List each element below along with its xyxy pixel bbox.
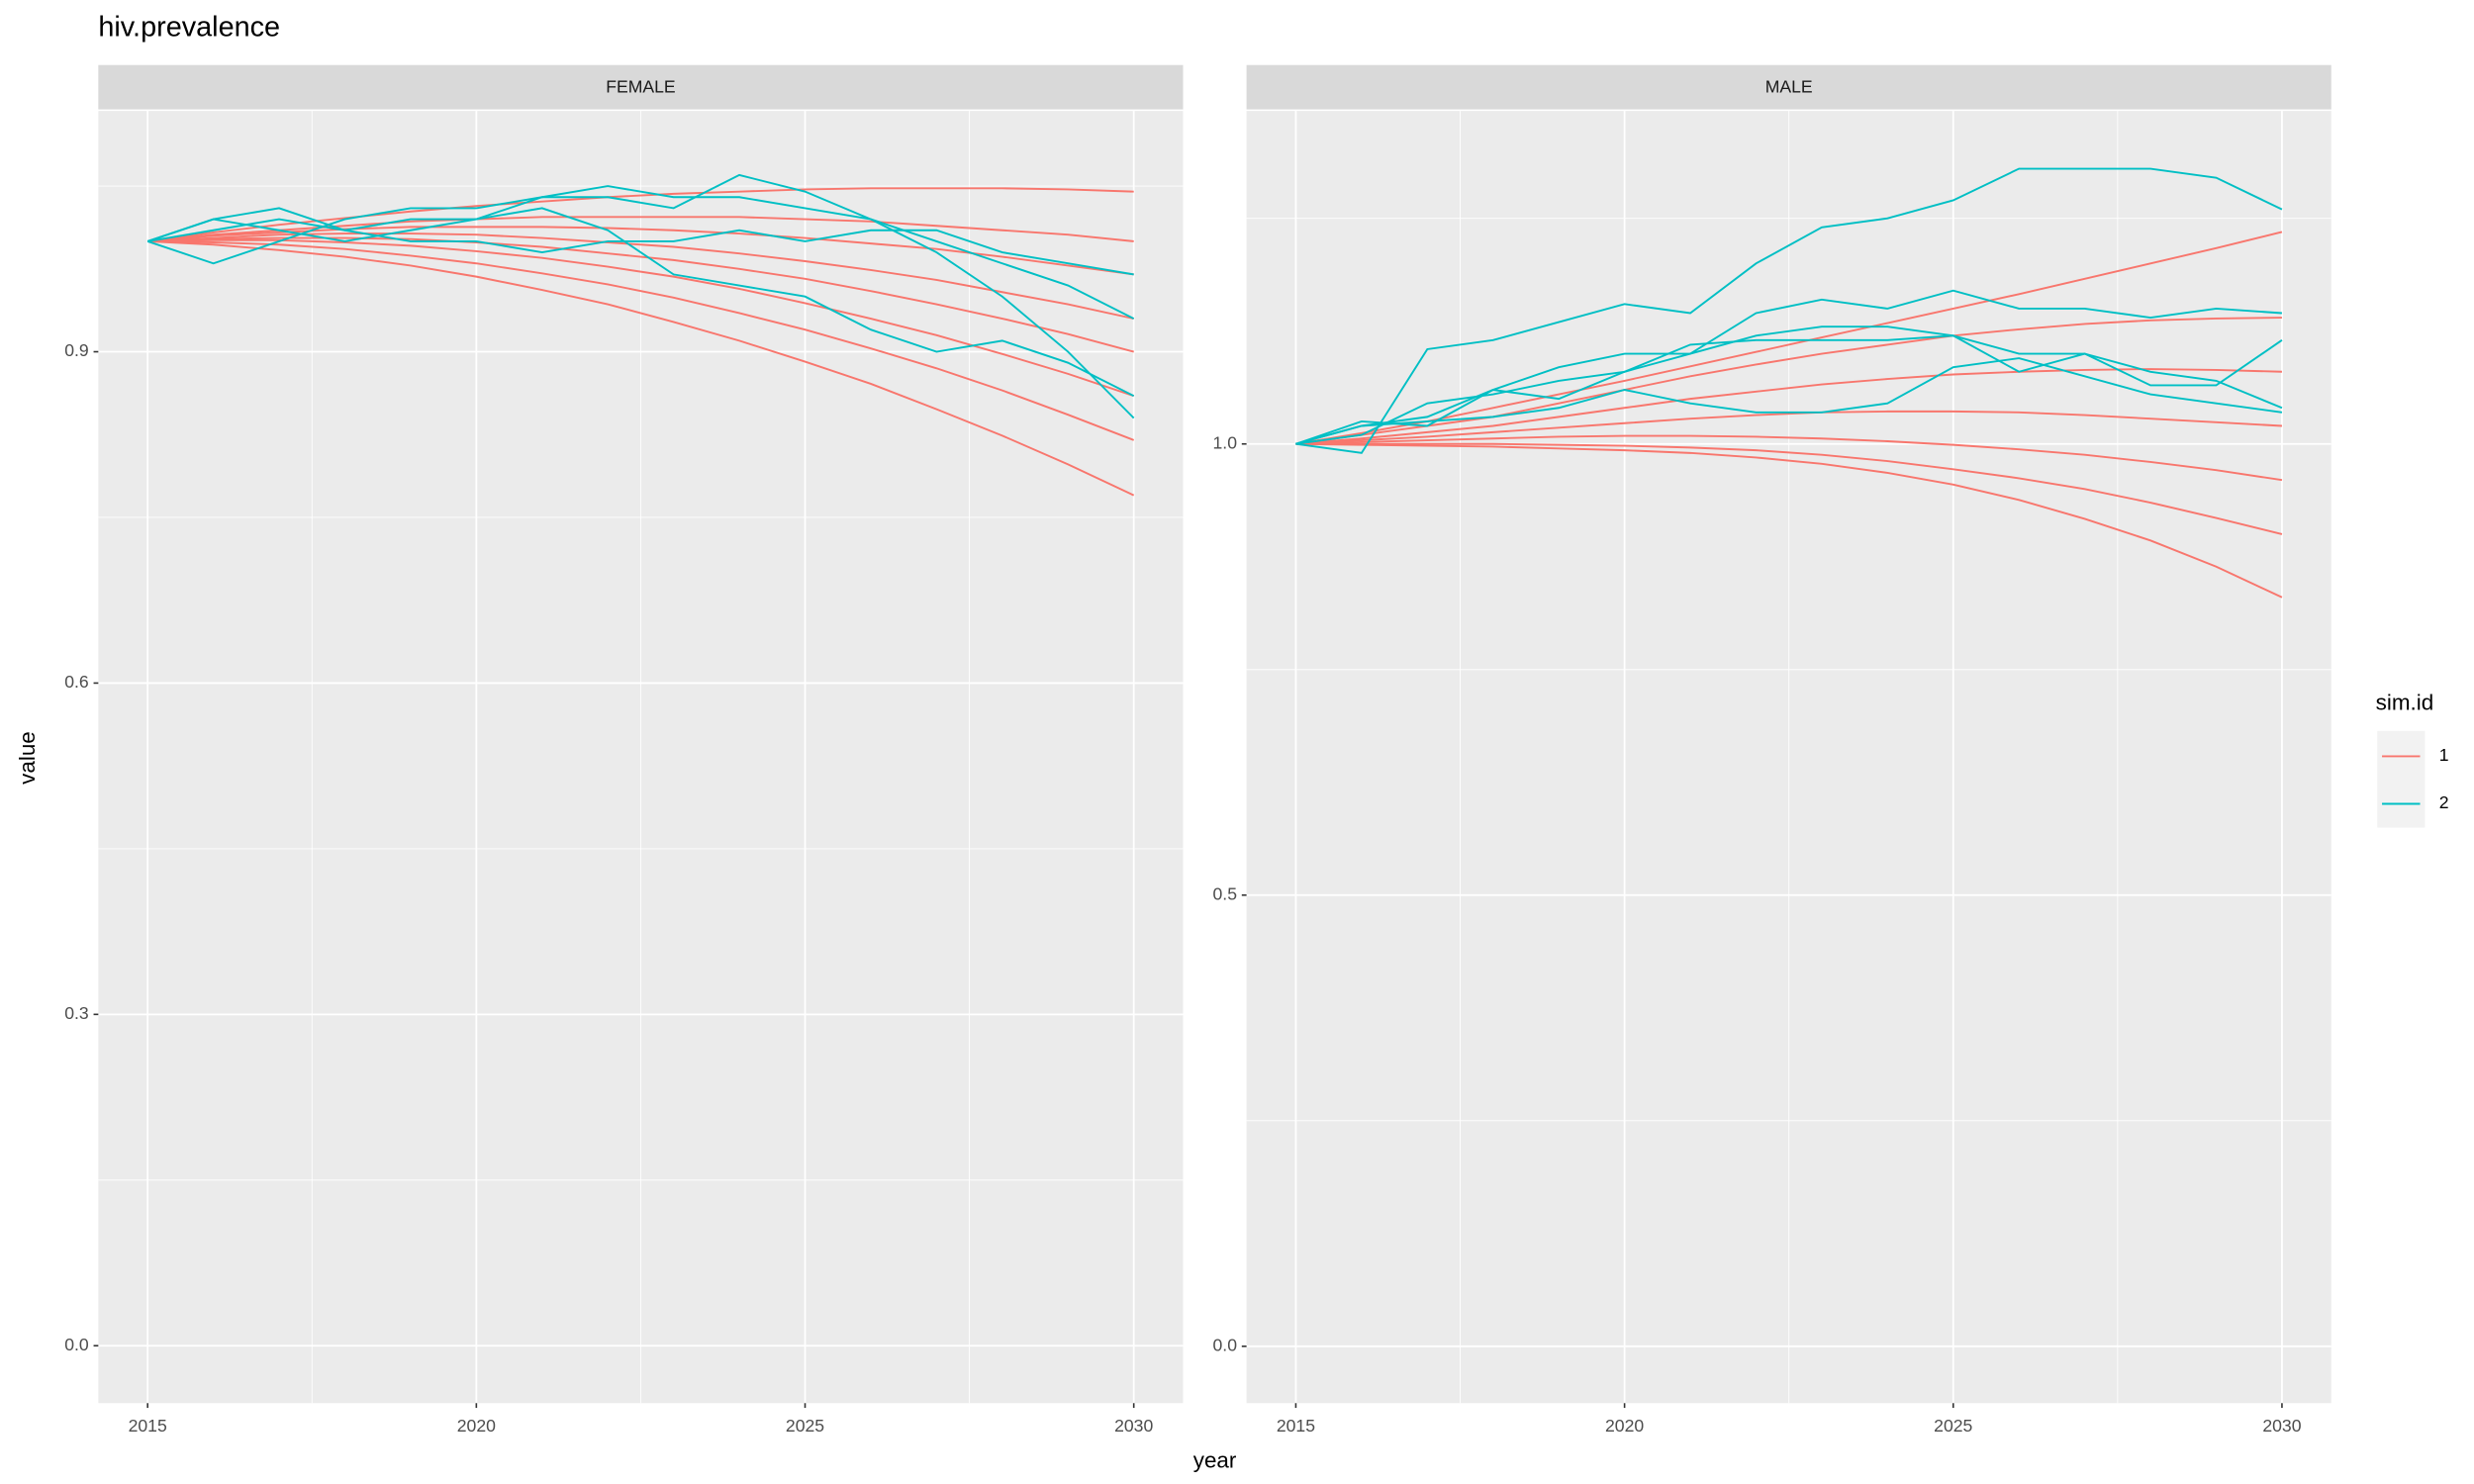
strip bbox=[98, 64, 1184, 110]
y-tick-label: 0.5 bbox=[1213, 883, 1238, 903]
strip bbox=[1246, 64, 2331, 110]
chart-title: hiv.prevalence bbox=[98, 11, 280, 43]
series-line bbox=[147, 232, 1134, 320]
y-tick-label: 0.0 bbox=[64, 1335, 89, 1354]
series-line bbox=[147, 238, 1134, 398]
series-line bbox=[1295, 325, 2283, 445]
series-line bbox=[1295, 357, 2283, 445]
x-tick-label: 2030 bbox=[2262, 1416, 2301, 1436]
series-line bbox=[1295, 167, 2283, 454]
y-tick-label: 0.9 bbox=[64, 340, 88, 360]
x-tick-label: 2015 bbox=[1277, 1416, 1315, 1436]
series-line bbox=[147, 236, 1134, 353]
series-line bbox=[1295, 289, 2283, 445]
series-line bbox=[146, 185, 1135, 320]
series-line bbox=[146, 207, 1135, 398]
x-axis-label: year bbox=[1193, 1447, 1237, 1472]
y-tick-label: 1.0 bbox=[1213, 432, 1238, 452]
series-line bbox=[147, 218, 1134, 276]
legend-title: sim.id bbox=[2376, 690, 2434, 714]
strip-label: MALE bbox=[1765, 77, 1813, 97]
x-tick-label: 2020 bbox=[1605, 1416, 1644, 1436]
series-line bbox=[1295, 317, 2282, 445]
series-line bbox=[1295, 410, 2282, 445]
series-line bbox=[146, 173, 1135, 419]
y-tick-label: 0.6 bbox=[64, 672, 89, 692]
series-line bbox=[1295, 442, 2283, 535]
y-tick-label: 0.3 bbox=[64, 1003, 89, 1023]
series-line bbox=[147, 187, 1134, 242]
series-line bbox=[147, 239, 1135, 441]
x-tick-label: 2030 bbox=[1114, 1416, 1153, 1436]
y-axis-label: value bbox=[15, 731, 40, 785]
x-tick-label: 2025 bbox=[786, 1416, 824, 1436]
series-line bbox=[1295, 231, 2283, 445]
legend-key-background bbox=[2377, 730, 2426, 828]
series-line bbox=[1295, 334, 2283, 445]
series-line bbox=[1295, 442, 2283, 599]
series-line bbox=[147, 216, 1134, 242]
legend-label: 2 bbox=[2439, 792, 2449, 812]
x-tick-label: 2020 bbox=[457, 1416, 496, 1436]
strip-label: FEMALE bbox=[606, 77, 675, 97]
x-tick-label: 2015 bbox=[129, 1416, 167, 1436]
x-tick-label: 2025 bbox=[1934, 1416, 1972, 1436]
series-line bbox=[147, 239, 1135, 497]
y-tick-label: 0.0 bbox=[1213, 1335, 1238, 1354]
legend-label: 1 bbox=[2439, 745, 2449, 765]
series-line bbox=[1295, 434, 2283, 482]
